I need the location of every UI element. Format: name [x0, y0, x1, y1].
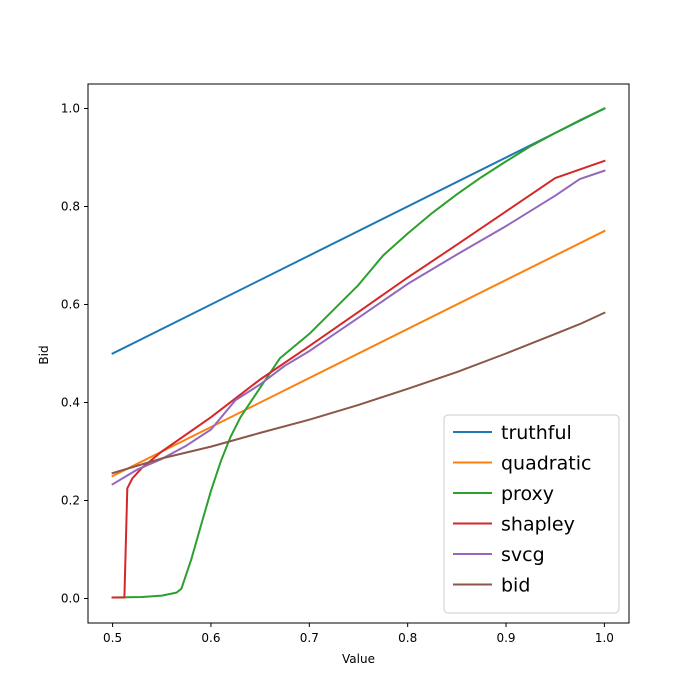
y-axis-label: Bid: [37, 345, 51, 364]
y-ticks: 0.0 0.2 0.4 0.6 0.8 1.0: [61, 102, 88, 606]
series-line-quadratic: [111, 229, 606, 478]
plot-frame: [87, 83, 630, 624]
series-line-bid: [111, 311, 606, 475]
x-tick-label: 1.0: [595, 631, 614, 645]
y-tick-label: 1.0: [61, 102, 80, 116]
series-line-proxy: [111, 107, 606, 599]
legend-label-truthful: truthful: [501, 422, 572, 444]
x-axis-label: Value: [342, 652, 375, 666]
y-tick-label: 0.4: [61, 396, 80, 410]
x-tick-label: 0.5: [103, 631, 122, 645]
y-tick-label: 0.2: [61, 494, 80, 508]
legend: truthful quadratic proxy shapley svcg bid: [443, 414, 620, 614]
legend-label-bid: bid: [501, 575, 530, 597]
series-line-truthful: [111, 107, 606, 355]
y-tick-label: 0.8: [61, 200, 80, 214]
series-layer: [111, 107, 606, 599]
x-tick-label: 0.8: [398, 631, 417, 645]
legend-label-shapley: shapley: [501, 514, 575, 536]
legend-label-svcg: svcg: [501, 544, 545, 566]
y-tick-label: 0.6: [61, 298, 80, 312]
x-tick-label: 0.9: [496, 631, 515, 645]
legend-label-quadratic: quadratic: [501, 453, 591, 475]
x-tick-label: 0.7: [300, 631, 319, 645]
series-line-shapley: [111, 159, 606, 599]
legend-box: [443, 414, 620, 614]
x-ticks: 0.5 0.6 0.7 0.8 0.9 1.0: [103, 623, 614, 645]
y-tick-label: 0.0: [61, 592, 80, 606]
x-tick-label: 0.6: [201, 631, 220, 645]
legend-label-proxy: proxy: [501, 483, 554, 505]
series-line-svcg: [111, 169, 606, 486]
